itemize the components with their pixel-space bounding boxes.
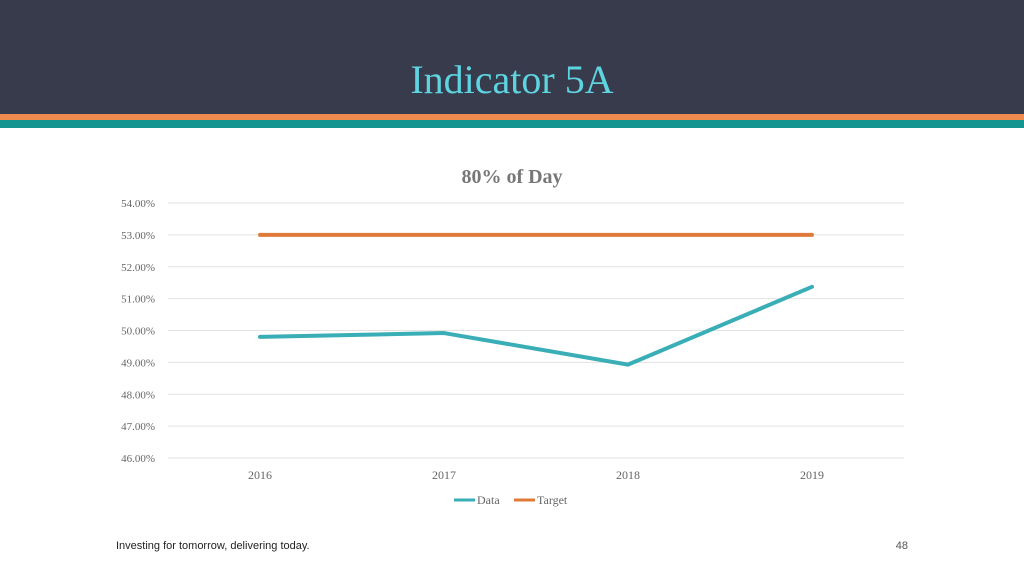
chart-title: 80% of Day [461, 166, 562, 188]
y-tick-label: 52.00% [121, 262, 155, 274]
x-axis: 2016 2017 2018 2019 [248, 468, 824, 482]
y-tick-label: 49.00% [121, 357, 155, 369]
legend: Data Target [454, 493, 568, 507]
footer-text: Investing for tomorrow, delivering today… [116, 540, 310, 552]
slide-header: Indicator 5A [0, 0, 1024, 114]
page-number: 48 [895, 540, 908, 552]
gridlines [168, 202, 904, 459]
y-tick-label: 53.00% [121, 230, 155, 242]
y-tick-label: 54.00% [121, 198, 155, 210]
series-line-data [258, 284, 814, 367]
header-stripe-teal [0, 120, 1024, 128]
x-tick-label: 2017 [432, 468, 456, 482]
series-lines [258, 232, 814, 367]
y-tick-label: 48.00% [121, 389, 155, 401]
line-chart: 80% of Day 54.00% 53.00% 52.00% 51.00% 50.00… [121, 166, 904, 507]
y-tick-label: 47.00% [121, 421, 155, 433]
legend-label: Data [477, 493, 500, 507]
y-tick-label: 50.00% [121, 326, 155, 338]
y-tick-label: 46.00% [121, 453, 155, 465]
y-axis: 54.00% 53.00% 52.00% 51.00% 50.00% 49.00% 48.0… [121, 198, 155, 465]
x-tick-label: 2019 [800, 468, 824, 482]
y-tick-label: 51.00% [121, 294, 155, 306]
slide-title: Indicator 5A [410, 57, 614, 102]
header-stripe-orange [0, 114, 1024, 120]
x-tick-label: 2016 [248, 468, 272, 482]
x-tick-label: 2018 [616, 468, 640, 482]
legend-label: Target [537, 493, 568, 507]
